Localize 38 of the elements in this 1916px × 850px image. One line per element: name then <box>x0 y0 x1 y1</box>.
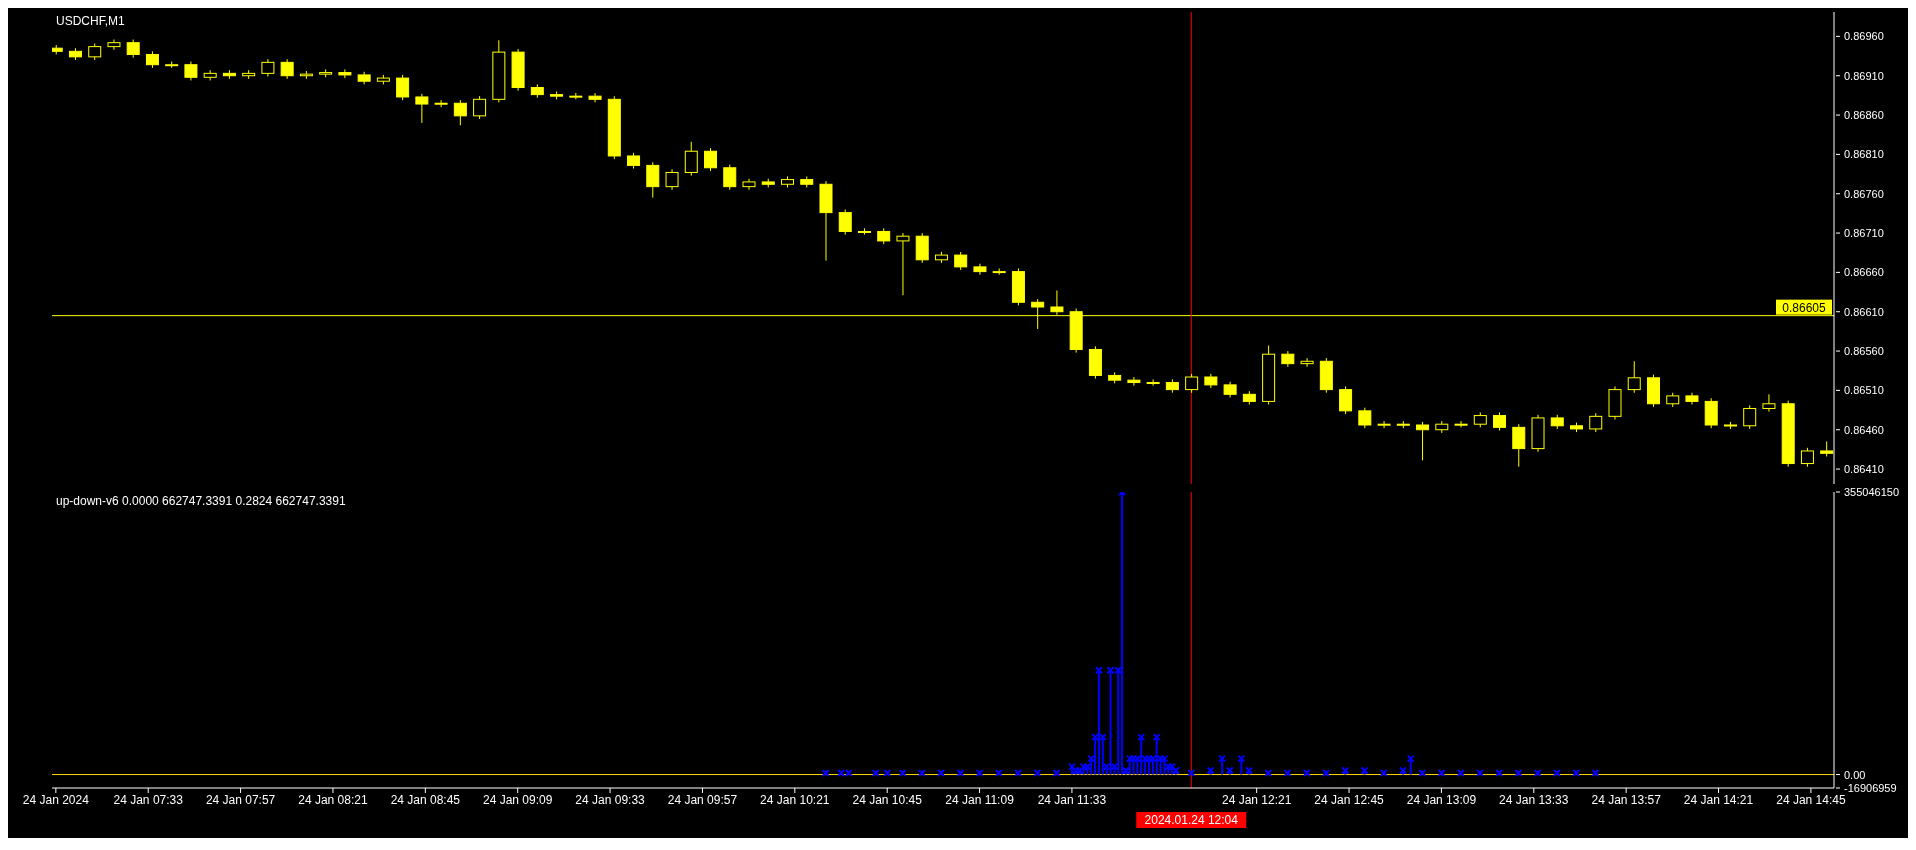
x-tick-label: 24 Jan 09:09 <box>483 793 553 807</box>
y-tick-label: 0.86560 <box>1844 345 1884 358</box>
ref-line-label: 0.86605 <box>1782 300 1827 315</box>
y-tick-label: 0.86960 <box>1844 30 1884 43</box>
y-tick-label: 0.86810 <box>1844 148 1884 161</box>
x-tick-label: 24 Jan 10:45 <box>852 793 923 807</box>
x-tick-label: 24 Jan 08:45 <box>390 793 461 807</box>
y-tick-label: 0.86760 <box>1844 187 1884 200</box>
y-tick-label: 355046150 <box>1844 486 1900 498</box>
y-tick-label: 0.86460 <box>1844 423 1884 436</box>
x-tick-label: 24 Jan 12:21 <box>1221 793 1292 807</box>
x-tick-label: 24 Jan 14:45 <box>1776 793 1846 807</box>
chart-title: up-down-v6 0.0000 662747.3391 0.2824 662747.3391 <box>56 494 346 508</box>
x-tick-label: 24 Jan 14:21 <box>1683 793 1754 807</box>
chart-title: USDCHF,M1 <box>56 14 125 28</box>
x-tick-label: 24 Jan 12:45 <box>1314 793 1385 807</box>
y-tick-label: -16906959 <box>1844 782 1897 794</box>
y-tick-label: 0.86710 <box>1844 227 1884 240</box>
x-tick-label: 24 Jan 10:21 <box>760 793 830 807</box>
y-tick-label: 0.86510 <box>1844 384 1884 397</box>
x-tick-label: 24 Jan 08:21 <box>298 793 368 807</box>
y-tick-label: 0.86860 <box>1844 109 1884 122</box>
y-tick-label: 0.00 <box>1844 768 1866 781</box>
y-tick-label: 0.86910 <box>1844 69 1884 82</box>
x-tick-label: 24 Jan 09:57 <box>667 793 738 807</box>
x-tick-label: 24 Jan 07:57 <box>205 793 276 807</box>
y-tick-label: 0.86660 <box>1844 266 1884 279</box>
x-tick-label: 24 Jan 09:33 <box>575 793 646 807</box>
x-tick-label: 24 Jan 07:33 <box>113 793 184 807</box>
x-tick-label: 24 Jan 13:09 <box>1406 793 1477 807</box>
x-tick-label: 24 Jan 11:09 <box>945 793 1015 807</box>
y-tick-label: 0.86610 <box>1844 305 1884 318</box>
x-tick-label: 24 Jan 13:57 <box>1591 793 1662 807</box>
x-tick-label: 24 Jan 11:33 <box>1037 793 1107 807</box>
ref-line-label: 2024.01.24 12:04 <box>1144 813 1239 827</box>
y-tick-label: 0.86410 <box>1844 463 1884 476</box>
x-tick-label: 24 Jan 13:33 <box>1499 793 1569 807</box>
x-tick-label: 24 Jan 2024 <box>22 793 90 807</box>
